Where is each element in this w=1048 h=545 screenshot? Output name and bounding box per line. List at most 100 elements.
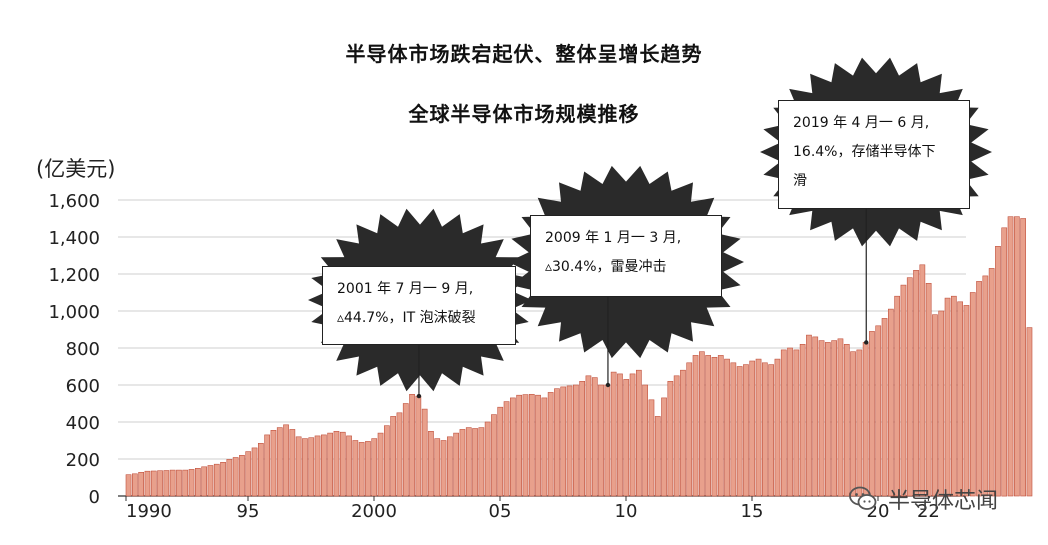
y-tick-label: 400: [66, 413, 100, 434]
bar: [774, 358, 781, 497]
x-tick-label: 22: [917, 501, 940, 522]
bar: [661, 397, 667, 497]
bar: [157, 470, 163, 497]
bar: [780, 349, 787, 497]
y-axis-unit-label: (亿美元): [36, 157, 116, 181]
bar: [472, 428, 478, 497]
bar: [610, 371, 617, 497]
bar: [365, 441, 371, 497]
x-tick-label: 95: [237, 501, 260, 522]
bar: [862, 342, 869, 497]
bar: [982, 275, 989, 497]
bar: [736, 366, 743, 497]
bar: [295, 436, 302, 497]
bar: [969, 292, 976, 497]
bar: [963, 305, 970, 497]
bar: [869, 331, 875, 497]
bar: [755, 358, 762, 497]
bar: [440, 440, 447, 497]
bar: [169, 469, 176, 497]
bar: [812, 336, 819, 497]
leader-2019-dot: [864, 340, 869, 345]
bar: [509, 397, 516, 497]
leader-2009-dot: [605, 382, 611, 388]
bar: [818, 340, 825, 497]
bar: [163, 470, 170, 497]
bar: [938, 310, 945, 497]
bar: [944, 297, 951, 497]
bar: [698, 351, 705, 497]
bar: [875, 325, 882, 497]
bar: [919, 264, 926, 497]
bar: [314, 435, 321, 497]
bar: [182, 469, 189, 497]
x-tick-label: 10: [615, 501, 638, 522]
bar: [881, 318, 888, 497]
bar: [257, 442, 264, 497]
bar: [264, 434, 271, 497]
bar: [900, 284, 907, 497]
watermark: 半导体芯闻: [848, 481, 998, 517]
bar: [434, 438, 441, 497]
bar: [579, 380, 585, 497]
bar: [598, 384, 604, 497]
bar: [824, 342, 831, 497]
watermark-text: 半导体芯闻: [888, 489, 999, 514]
bar: [339, 431, 346, 497]
bar: [1020, 218, 1026, 497]
bar: [358, 442, 365, 497]
bar: [459, 429, 466, 497]
bar: [843, 343, 850, 497]
annotation-2019-line3: 滑: [793, 173, 807, 189]
bar: [787, 347, 793, 497]
bar: [346, 435, 352, 497]
bar: [516, 394, 522, 497]
bar: [428, 430, 434, 497]
bar-layer: [125, 216, 1033, 497]
bar: [1013, 216, 1020, 497]
bar: [270, 429, 277, 497]
bar: [806, 334, 812, 497]
bar: [226, 459, 233, 497]
bar: [276, 427, 283, 497]
bar: [478, 427, 485, 497]
bar: [724, 358, 730, 497]
bar: [906, 277, 913, 497]
bar: [654, 416, 661, 497]
bar: [913, 269, 919, 497]
bar: [308, 437, 315, 497]
bar: [535, 394, 541, 497]
bar: [976, 281, 982, 497]
bar: [1007, 216, 1014, 497]
bar: [371, 438, 378, 497]
annotation-2009-line2: ▵30.4%，雷曼冲击: [545, 259, 667, 275]
bar: [207, 465, 214, 497]
bar: [667, 380, 674, 497]
bar: [352, 440, 359, 497]
bar: [793, 349, 800, 497]
annotation-2019-callout: 2019 年 4 月一 6 月, 16.4%，存储半导体下 滑: [778, 100, 970, 209]
y-tick-label: 1,400: [48, 228, 100, 249]
bar: [251, 447, 258, 497]
bar: [743, 364, 749, 497]
bar: [604, 384, 611, 497]
bar: [396, 412, 403, 497]
bar: [446, 436, 453, 497]
annotation-2019-line2: 16.4%，存储半导体下: [793, 144, 936, 160]
bar: [188, 469, 195, 497]
bar: [327, 432, 334, 497]
bar: [402, 403, 409, 497]
bar: [125, 474, 132, 497]
bar: [503, 401, 510, 497]
bar: [705, 355, 711, 497]
x-tick-label: 05: [489, 501, 512, 522]
x-tick-label: 1990: [126, 501, 172, 522]
bar: [730, 362, 737, 497]
y-tick-label: 1,600: [48, 191, 100, 212]
bar: [761, 362, 768, 497]
bar: [1026, 327, 1033, 497]
bar: [988, 268, 995, 497]
y-tick-label: 600: [66, 376, 100, 397]
chart-subtitle: 全球半导体市场规模推移: [408, 102, 640, 126]
